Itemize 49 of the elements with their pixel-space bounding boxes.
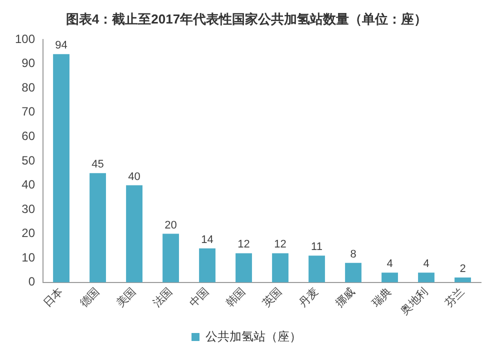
y-tick-label: 60 (22, 129, 36, 144)
chart-title: 图表4：截止至2017年代表性国家公共加氢站数量（单位：座） (66, 11, 428, 26)
data-label: 14 (201, 234, 214, 246)
y-tick-label: 30 (22, 202, 36, 216)
bar (90, 173, 106, 282)
data-label: 40 (128, 170, 140, 183)
y-tick-label: 50 (22, 153, 36, 168)
bar (53, 54, 70, 282)
bar (345, 262, 362, 282)
x-tick-label: 中国 (186, 285, 212, 310)
data-label: 20 (164, 219, 177, 232)
x-tick-label: 奥地利 (398, 285, 431, 318)
data-label: 4 (423, 258, 430, 270)
y-tick-label: 90 (22, 56, 36, 70)
y-tick-label: 0 (28, 274, 36, 289)
x-tick-label: 美国 (114, 285, 139, 310)
bar (308, 256, 325, 282)
data-label: 94 (55, 40, 68, 52)
bar (162, 234, 179, 282)
x-tick-label: 英国 (260, 285, 285, 310)
y-tick-label: 40 (22, 178, 36, 192)
legend-label: 公共加氢站（座） (206, 329, 302, 344)
bar (272, 253, 288, 282)
y-tick-label: 100 (14, 32, 36, 46)
y-tick-label: 80 (22, 80, 36, 94)
x-tick-label: 挪威 (332, 285, 358, 310)
x-tick-label: 德国 (78, 286, 102, 310)
x-tick-label: 日本 (40, 285, 66, 310)
bar (382, 272, 398, 282)
data-label: 12 (274, 238, 286, 251)
bar (236, 253, 252, 282)
data-label: 12 (238, 238, 250, 251)
x-tick-label: 瑞典 (369, 285, 394, 310)
x-tick-label: 芬兰 (442, 285, 468, 310)
bar (418, 272, 434, 282)
x-tick-label: 法国 (150, 285, 176, 310)
y-tick-label: 20 (22, 226, 36, 240)
y-tick-label: 70 (22, 104, 36, 119)
bar (199, 248, 216, 282)
bar (454, 277, 471, 282)
data-label: 8 (350, 248, 356, 260)
data-label: 4 (386, 258, 393, 270)
data-label: 45 (92, 158, 104, 171)
data-label: 11 (311, 241, 322, 254)
x-tick-label: 丹麦 (296, 285, 322, 310)
y-tick-label: 10 (22, 250, 36, 264)
x-tick-label: 韩国 (223, 285, 248, 310)
bar (126, 185, 142, 282)
data-label: 2 (460, 263, 466, 276)
